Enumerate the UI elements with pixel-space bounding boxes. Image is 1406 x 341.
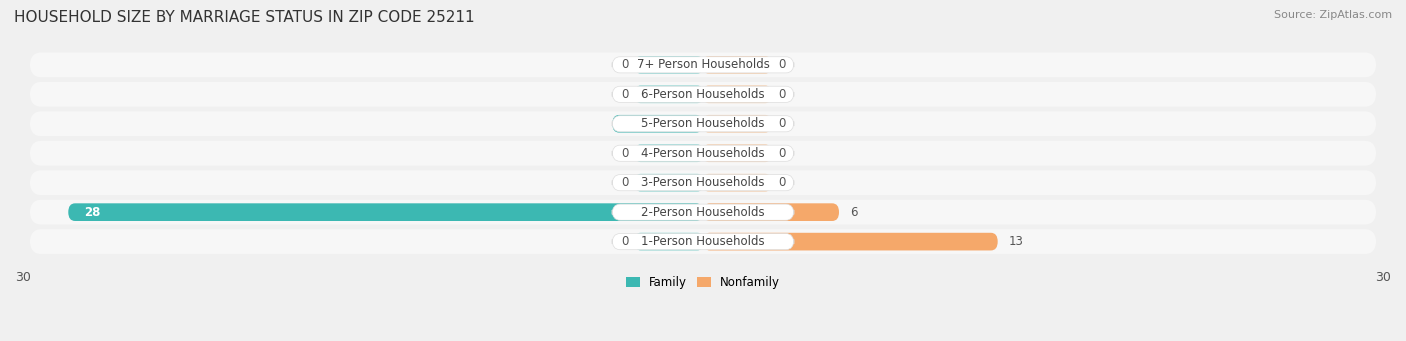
FancyBboxPatch shape — [612, 57, 794, 73]
Text: 2-Person Households: 2-Person Households — [641, 206, 765, 219]
FancyBboxPatch shape — [703, 203, 839, 221]
FancyBboxPatch shape — [703, 56, 770, 74]
FancyBboxPatch shape — [703, 86, 770, 103]
Text: 0: 0 — [778, 176, 785, 189]
FancyBboxPatch shape — [69, 203, 703, 221]
Text: 13: 13 — [1010, 235, 1024, 248]
Text: 0: 0 — [778, 58, 785, 71]
FancyBboxPatch shape — [612, 116, 794, 132]
FancyBboxPatch shape — [703, 144, 770, 162]
FancyBboxPatch shape — [703, 233, 998, 250]
FancyBboxPatch shape — [30, 200, 1376, 224]
FancyBboxPatch shape — [636, 174, 703, 192]
Text: 0: 0 — [621, 235, 628, 248]
FancyBboxPatch shape — [636, 56, 703, 74]
FancyBboxPatch shape — [30, 82, 1376, 107]
Text: 0: 0 — [621, 147, 628, 160]
Text: 0: 0 — [778, 117, 785, 130]
FancyBboxPatch shape — [612, 234, 794, 250]
Text: 4-Person Households: 4-Person Households — [641, 147, 765, 160]
FancyBboxPatch shape — [612, 175, 794, 191]
Text: 3-Person Households: 3-Person Households — [641, 176, 765, 189]
Text: 0: 0 — [621, 176, 628, 189]
FancyBboxPatch shape — [703, 174, 770, 192]
FancyBboxPatch shape — [30, 170, 1376, 195]
FancyBboxPatch shape — [612, 86, 794, 102]
FancyBboxPatch shape — [612, 145, 794, 161]
Text: 6: 6 — [851, 206, 858, 219]
FancyBboxPatch shape — [613, 115, 703, 133]
FancyBboxPatch shape — [636, 144, 703, 162]
Text: 7+ Person Households: 7+ Person Households — [637, 58, 769, 71]
FancyBboxPatch shape — [30, 141, 1376, 166]
FancyBboxPatch shape — [30, 112, 1376, 136]
FancyBboxPatch shape — [30, 229, 1376, 254]
Text: 4: 4 — [628, 117, 637, 130]
Text: 0: 0 — [778, 88, 785, 101]
FancyBboxPatch shape — [703, 115, 770, 133]
FancyBboxPatch shape — [636, 233, 703, 250]
Text: 1-Person Households: 1-Person Households — [641, 235, 765, 248]
FancyBboxPatch shape — [636, 86, 703, 103]
Text: 0: 0 — [778, 147, 785, 160]
Legend: Family, Nonfamily: Family, Nonfamily — [621, 271, 785, 294]
Text: 0: 0 — [621, 58, 628, 71]
Text: Source: ZipAtlas.com: Source: ZipAtlas.com — [1274, 10, 1392, 20]
Text: HOUSEHOLD SIZE BY MARRIAGE STATUS IN ZIP CODE 25211: HOUSEHOLD SIZE BY MARRIAGE STATUS IN ZIP… — [14, 10, 475, 25]
Text: 5-Person Households: 5-Person Households — [641, 117, 765, 130]
Text: 0: 0 — [621, 88, 628, 101]
Text: 6-Person Households: 6-Person Households — [641, 88, 765, 101]
FancyBboxPatch shape — [612, 204, 794, 220]
Text: 28: 28 — [84, 206, 100, 219]
FancyBboxPatch shape — [30, 53, 1376, 77]
